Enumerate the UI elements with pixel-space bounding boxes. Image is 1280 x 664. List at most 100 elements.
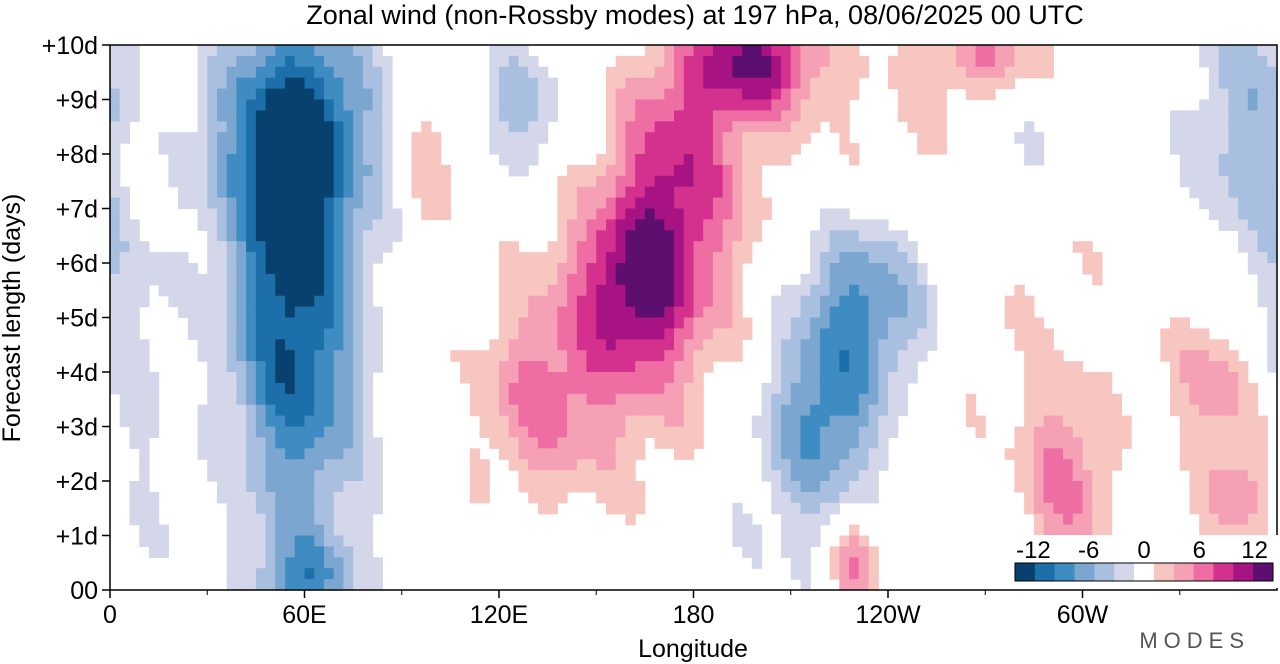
heatmap-cell [537, 273, 549, 286]
heatmap-cell [343, 230, 354, 242]
heatmap-cell [537, 121, 549, 133]
heatmap-cell [1189, 328, 1200, 340]
heatmap-cell [674, 99, 685, 111]
heatmap-cell [508, 55, 520, 68]
heatmap-cell [819, 382, 831, 395]
heatmap-cell [888, 372, 899, 384]
heatmap-cell [1257, 164, 1268, 177]
heatmap-cell [246, 110, 257, 122]
heatmap-cell [362, 77, 374, 90]
heatmap-cell [771, 45, 782, 57]
heatmap-cell [917, 88, 928, 101]
heatmap-cell [528, 99, 539, 111]
heatmap-cell [693, 426, 704, 438]
heatmap-cell [907, 88, 918, 101]
heatmap-cell [742, 208, 753, 220]
heatmap-cell [897, 361, 909, 373]
heatmap-cell [1199, 448, 1210, 460]
heatmap-cell [1072, 404, 1084, 417]
heatmap-cell [110, 45, 121, 57]
heatmap-cell [644, 415, 656, 428]
heatmap-cell [294, 350, 306, 362]
heatmap-cell [236, 175, 247, 188]
heatmap-cell [567, 437, 578, 449]
heatmap-cell [362, 361, 374, 373]
heatmap-cell [1072, 393, 1084, 406]
heatmap-cell [148, 524, 160, 537]
heatmap-cell [333, 568, 344, 580]
heatmap-cell [362, 306, 374, 319]
heatmap-cell [275, 491, 286, 504]
heatmap-cell [703, 99, 714, 111]
heatmap-cell [693, 175, 704, 188]
heatmap-cell [644, 66, 656, 79]
heatmap-cell [547, 88, 558, 101]
heatmap-cell [236, 121, 247, 133]
heatmap-cell [382, 197, 393, 210]
heatmap-cell [265, 459, 276, 471]
heatmap-cell [1033, 415, 1045, 428]
heatmap-cell [508, 361, 520, 373]
heatmap-cell [265, 339, 276, 351]
heatmap-cell [858, 339, 870, 351]
heatmap-cell [294, 535, 306, 547]
heatmap-cell [119, 121, 131, 133]
heatmap-cell [499, 372, 510, 384]
heatmap-cell [382, 143, 393, 155]
heatmap-cell [1043, 470, 1054, 482]
heatmap-cell [1199, 470, 1210, 482]
colorbar-tick-label: 12 [1241, 537, 1268, 564]
heatmap-cell [819, 481, 831, 493]
heatmap-cell [625, 55, 636, 68]
x-tick-label: 180 [673, 601, 715, 629]
heatmap-cell [129, 393, 140, 406]
x-tick-label: 60E [282, 601, 326, 629]
heatmap-cell [1238, 164, 1249, 177]
heatmap-cell [771, 459, 782, 471]
heatmap-cell [110, 372, 121, 384]
heatmap-cell [849, 568, 860, 580]
heatmap-cell [119, 55, 131, 68]
heatmap-cell [343, 382, 354, 395]
heatmap-cell [586, 328, 597, 340]
heatmap-cell [1208, 55, 1220, 68]
heatmap-cell [372, 350, 383, 362]
heatmap-cell [382, 219, 393, 231]
heatmap-cell [771, 77, 782, 90]
heatmap-cell [528, 491, 539, 504]
heatmap-cell [829, 110, 840, 122]
heatmap-cell [732, 132, 743, 144]
heatmap-cell [547, 306, 558, 319]
heatmap-cell [732, 154, 743, 166]
heatmap-cell [421, 143, 432, 155]
x-axis-label: Longitude [638, 635, 748, 663]
heatmap-cell [314, 88, 325, 101]
heatmap-cell [557, 350, 568, 362]
heatmap-cell [275, 404, 286, 417]
heatmap-cell [1053, 481, 1064, 493]
heatmap-cell [654, 154, 665, 166]
heatmap-cell [469, 372, 481, 384]
heatmap-cell [314, 175, 325, 188]
heatmap-cell [275, 154, 286, 166]
heatmap-cell [353, 361, 364, 373]
heatmap-cell [596, 317, 607, 329]
heatmap-cell [275, 295, 286, 308]
heatmap-cell [1218, 132, 1229, 144]
heatmap-cell [625, 491, 636, 504]
heatmap-cell [926, 328, 938, 340]
heatmap-cell [343, 524, 354, 537]
heatmap-cell [605, 230, 617, 242]
heatmap-cell [781, 393, 792, 406]
heatmap-cell [1257, 459, 1268, 471]
heatmap-cell [644, 317, 656, 329]
heatmap-cell [304, 273, 315, 286]
heatmap-cell [1072, 513, 1084, 526]
heatmap-cell [897, 55, 909, 68]
heatmap-cell [333, 339, 344, 351]
heatmap-cell [761, 426, 772, 438]
heatmap-cell [625, 339, 636, 351]
colorbar-tick-label: -12 [1016, 537, 1051, 564]
heatmap-cell [197, 99, 208, 111]
heatmap-cell [703, 361, 714, 373]
